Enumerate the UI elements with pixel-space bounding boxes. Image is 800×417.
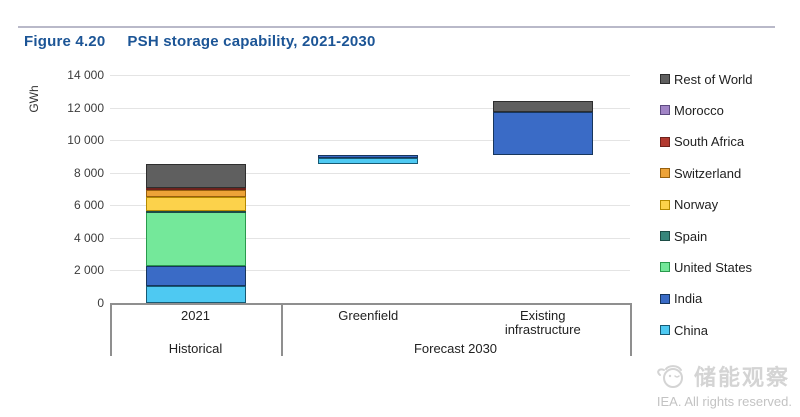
bar-segment-united-states bbox=[145, 212, 246, 266]
bar-segment-spain bbox=[145, 210, 246, 213]
legend-swatch-icon bbox=[660, 168, 670, 179]
y-tick-label: 14 000 bbox=[67, 68, 104, 82]
group-label: Historical bbox=[168, 340, 223, 356]
bar-segment-south-africa bbox=[145, 187, 246, 191]
legend-label: China bbox=[674, 322, 708, 338]
legend-item-spain: Spain bbox=[660, 228, 708, 244]
group-label: Forecast 2030 bbox=[413, 340, 498, 356]
bar-segment-india bbox=[145, 265, 246, 287]
legend-label: Morocco bbox=[674, 102, 724, 118]
copyright-note: IEA. All rights reserved. bbox=[656, 394, 792, 409]
category-label: Greenfield bbox=[338, 307, 399, 323]
gridline-14000 bbox=[110, 75, 630, 76]
bar-segment-norway bbox=[145, 196, 246, 211]
legend-label: India bbox=[674, 291, 703, 307]
category-divider-1 bbox=[281, 302, 283, 356]
legend-swatch-icon bbox=[660, 262, 670, 273]
legend-item-morocco: Morocco bbox=[660, 102, 724, 118]
category-divider-0 bbox=[110, 302, 112, 356]
figure-number: Figure 4.20 bbox=[24, 33, 106, 50]
figure-title: Figure 4.20 PSH storage capability, 2021-… bbox=[24, 33, 376, 50]
legend-swatch-icon bbox=[660, 325, 670, 336]
header-rule bbox=[18, 26, 775, 28]
legend-swatch-icon bbox=[660, 199, 670, 210]
legend-item-south-africa: South Africa bbox=[660, 134, 745, 150]
legend-swatch-icon bbox=[660, 105, 670, 116]
y-tick-label: 0 bbox=[97, 295, 104, 310]
legend-swatch-icon bbox=[660, 136, 670, 147]
gridline-8000 bbox=[110, 172, 630, 174]
y-tick-label: 10 000 bbox=[67, 133, 104, 147]
y-tick-label: 2 000 bbox=[73, 263, 104, 277]
legend-item-switzerland: Switzerland bbox=[660, 165, 742, 181]
gridline-10000 bbox=[110, 140, 630, 141]
legend-label: United States bbox=[674, 259, 753, 275]
legend-item-india: India bbox=[660, 291, 703, 307]
legend-item-china: China bbox=[660, 322, 708, 338]
gridline-6000 bbox=[110, 205, 630, 206]
figure-title-text: PSH storage capability, 2021-2030 bbox=[127, 33, 376, 50]
gridline-2000 bbox=[110, 270, 630, 271]
legend-item-united-states: United States bbox=[660, 259, 753, 275]
gridline-4000 bbox=[110, 237, 630, 239]
watermark-text: 储能观察 bbox=[693, 365, 790, 390]
y-tick-label: 12 000 bbox=[67, 100, 104, 115]
legend-item-rest-of-world: Rest of World bbox=[660, 71, 753, 87]
legend-label: Norway bbox=[674, 197, 719, 213]
watermark-logo-icon bbox=[657, 365, 683, 388]
bar-segment-rest-of-world bbox=[145, 164, 246, 188]
y-tick-label: 4 000 bbox=[73, 230, 104, 245]
y-tick-label: 8 000 bbox=[73, 165, 104, 180]
gridline-12000 bbox=[110, 107, 630, 109]
category-divider-2 bbox=[630, 302, 632, 356]
bar-segment-india bbox=[492, 112, 593, 155]
bar-segment-china bbox=[145, 286, 246, 303]
legend-label: Spain bbox=[674, 228, 708, 244]
bar-segment-china bbox=[318, 157, 419, 165]
legend-swatch-icon bbox=[660, 231, 670, 241]
bar-segment-switzerland bbox=[145, 190, 246, 197]
legend-swatch-icon bbox=[660, 74, 670, 84]
legend-label: South Africa bbox=[674, 134, 745, 150]
legend-item-norway: Norway bbox=[660, 197, 719, 213]
legend-label: Switzerland bbox=[674, 165, 742, 181]
category-label: 2021 bbox=[181, 307, 210, 323]
x-axis-line bbox=[110, 302, 630, 305]
legend-swatch-icon bbox=[660, 293, 670, 304]
y-tick-label: 6 000 bbox=[73, 198, 104, 212]
bar-segment-india bbox=[318, 154, 419, 158]
legend-label: Rest of World bbox=[674, 71, 753, 87]
bar-segment-rest-of-world bbox=[492, 101, 593, 113]
watermark: 储能观察 bbox=[654, 360, 790, 392]
category-label: Existing infrastructure bbox=[504, 307, 581, 337]
y-axis-label: GWh bbox=[27, 85, 41, 113]
